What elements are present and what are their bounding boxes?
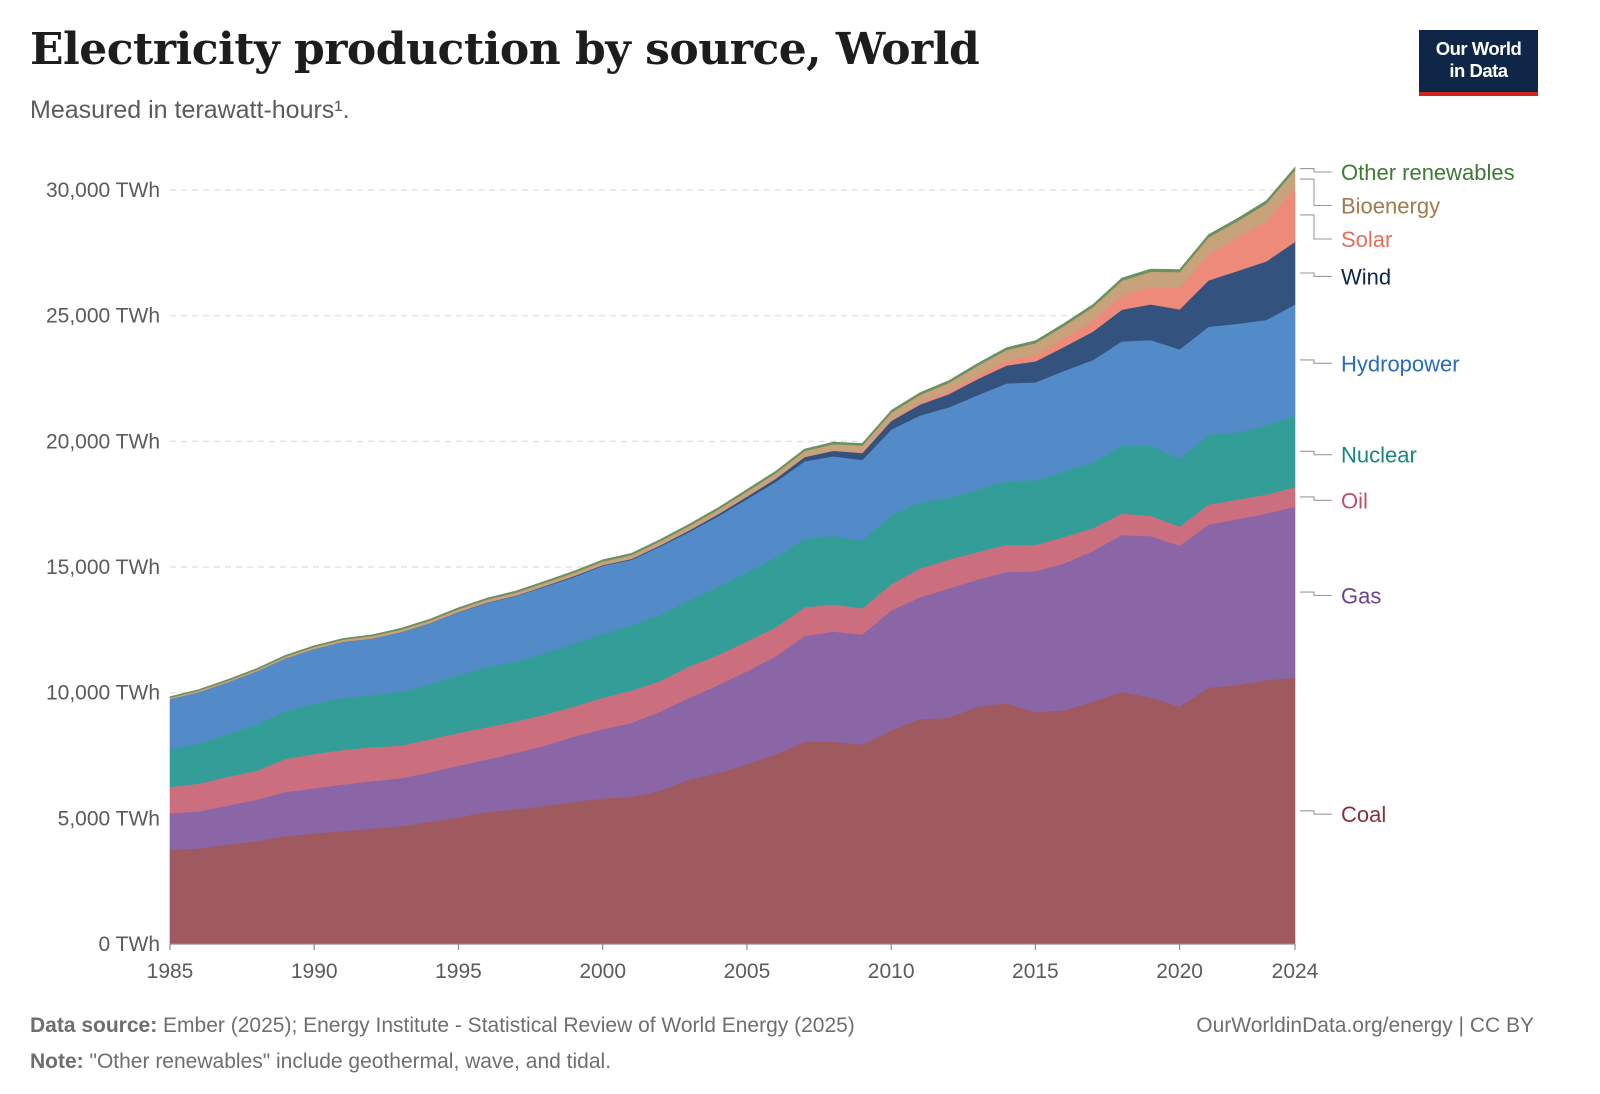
x-tick-label: 2005: [724, 960, 771, 983]
logo-line-1: Our World: [1435, 38, 1522, 59]
chart-title: Electricity production by source, World: [30, 24, 980, 75]
legend-connector: [1300, 359, 1332, 364]
legend-connector: [1300, 272, 1332, 277]
legend-connector: [1300, 178, 1332, 207]
legend-label-gas: Gas: [1341, 584, 1381, 609]
x-tick-label: 1995: [435, 960, 482, 983]
legend-connector: [1300, 214, 1332, 240]
legend-label-wind: Wind: [1341, 264, 1391, 289]
y-tick-label: 30,000 TWh: [46, 179, 160, 202]
legend-connector: [1300, 591, 1332, 597]
y-tick-label: 25,000 TWh: [46, 305, 160, 328]
data-source-text: Ember (2025); Energy Institute - Statist…: [157, 1014, 855, 1037]
y-tick-label: 10,000 TWh: [46, 682, 160, 705]
y-tick-label: 0 TWh: [99, 933, 160, 956]
y-tick-label: 5,000 TWh: [58, 807, 160, 830]
legend-label-bioenergy: Bioenergy: [1341, 194, 1440, 219]
x-tick-label: 1985: [147, 960, 194, 983]
legend-label-coal: Coal: [1341, 802, 1386, 827]
legend-label-oil: Oil: [1341, 488, 1368, 513]
legend-connector: [1300, 168, 1332, 173]
chart-note: Note: "Other renewables" include geother…: [30, 1050, 611, 1074]
legend-connector: [1300, 810, 1332, 815]
legend-label-nuclear: Nuclear: [1341, 443, 1417, 468]
legend-label-solar: Solar: [1341, 227, 1392, 252]
x-tick-label: 2015: [1012, 960, 1059, 983]
x-tick-label: 2020: [1156, 960, 1203, 983]
x-tick-label: 2024: [1272, 960, 1319, 983]
logo-line-2: in Data: [1449, 60, 1508, 81]
legend-connector: [1300, 496, 1332, 501]
area-other-renewables: [169, 166, 1296, 699]
x-tick-label: 2000: [579, 960, 626, 983]
y-tick-label: 15,000 TWh: [46, 556, 160, 579]
data-source-label: Data source:: [30, 1014, 158, 1037]
chart-subtitle: Measured in terawatt-hours¹.: [30, 96, 350, 124]
note-label: Note:: [30, 1050, 84, 1073]
legend-label-other-renewables: Other renewables: [1341, 160, 1515, 185]
legend-label-hydropower: Hydropower: [1341, 351, 1460, 376]
legend-connector: [1300, 450, 1332, 456]
x-tick-label: 2010: [868, 960, 915, 983]
note-text: "Other renewables" include geothermal, w…: [83, 1050, 612, 1073]
data-source: Data source: Ember (2025); Energy Instit…: [30, 1014, 855, 1038]
x-tick-label: 1990: [291, 960, 338, 983]
y-tick-label: 20,000 TWh: [46, 430, 160, 453]
owid-logo[interactable]: Our World in Data: [1419, 30, 1538, 96]
credit-link[interactable]: OurWorldinData.org/energy | CC BY: [1196, 1014, 1534, 1037]
